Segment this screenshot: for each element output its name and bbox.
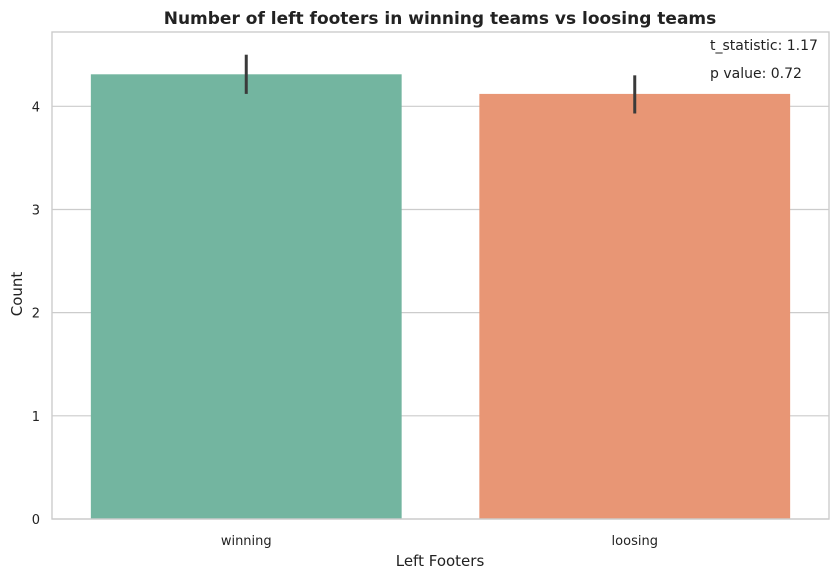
error-bars [244, 54, 637, 114]
plot-frame [51, 31, 830, 520]
y-tick-label: 3 [32, 203, 40, 218]
y-tick-label: 0 [32, 513, 40, 528]
x-tick-label-winning: winning [221, 534, 272, 549]
x-tick-labels: winning loosing [221, 534, 658, 549]
p-value-annotation: p value: 0.72 [710, 66, 802, 82]
bar-loosing [479, 93, 791, 520]
bars [90, 74, 791, 520]
bar-winning [90, 74, 402, 519]
t-statistic-annotation: t_statistic: 1.17 [710, 38, 818, 54]
y-tick-label: 1 [32, 410, 40, 425]
y-tick-labels: 0 1 2 3 4 [32, 100, 40, 528]
x-axis-label: Left Footers [396, 552, 485, 570]
y-axis-label: Count [8, 272, 26, 317]
y-tick-label: 4 [32, 100, 40, 115]
chart-title: Number of left footers in winning teams … [164, 9, 717, 29]
x-tick-label-loosing: loosing [612, 534, 658, 549]
y-tick-label: 2 [32, 307, 40, 322]
